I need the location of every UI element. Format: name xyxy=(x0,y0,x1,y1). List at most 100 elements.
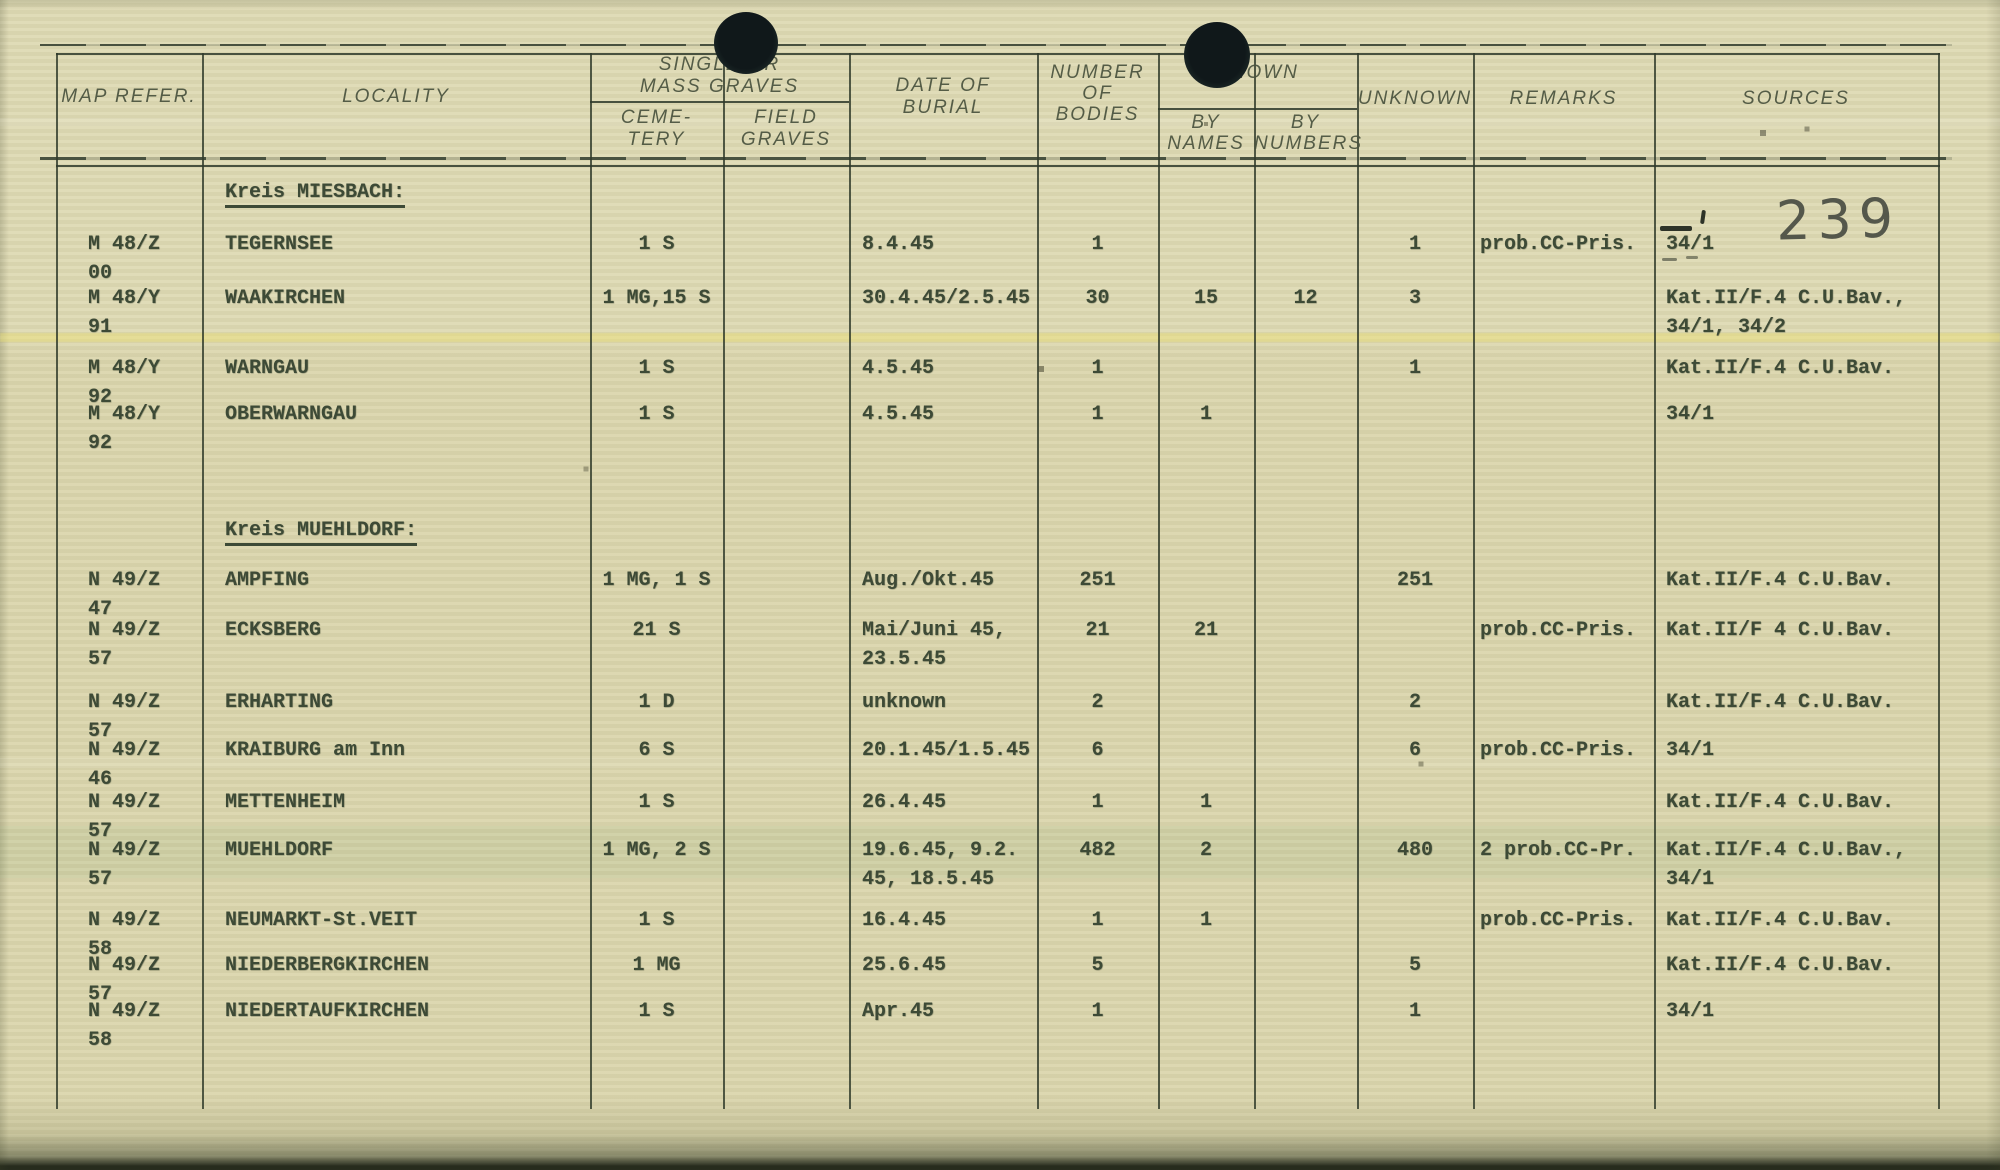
table-row: M 48/Y 92 WARNGAU 1 S 4.5.45 1 1 Kat.II/F.4 C.… xyxy=(0,354,2000,409)
cell-locality: ECKSBERG xyxy=(225,619,322,642)
cell-by-names: 15 xyxy=(1193,287,1218,310)
cell-cemetery: 6 S xyxy=(638,739,675,762)
cell-by-names: 1 xyxy=(1199,791,1212,814)
cell-locality: NIEDERBERGKIRCHEN xyxy=(225,954,430,977)
cell-date: 20.1.45/1.5.45 xyxy=(862,739,1031,762)
cell-map-ref: N 49/Z 46 xyxy=(88,739,161,791)
cell-remarks: prob.CC-Pris. xyxy=(1480,619,1637,642)
cell-map-ref: N 49/Z 57 xyxy=(88,791,161,843)
header-by-numbers: BY NUMBERS xyxy=(1254,112,1364,154)
cell-cemetery: 1 S xyxy=(638,791,675,814)
cell-bodies: 251 xyxy=(1079,569,1116,592)
cell-map-ref: N 49/Z 57 xyxy=(88,839,161,891)
cell-unknown: 6 xyxy=(1408,739,1421,762)
cell-locality: OBERWARNGAU xyxy=(225,403,358,426)
table-row: M 48/Y 92 OBERWARNGAU 1 S 4.5.45 1 1 34/1 xyxy=(0,400,2000,455)
header-unknown: UNKNOWN xyxy=(1357,88,1473,109)
cell-map-ref: N 49/Z 58 xyxy=(88,1000,161,1052)
pencil-mark xyxy=(1686,256,1698,259)
cell-bodies: 6 xyxy=(1091,739,1104,762)
table-row: N 49/Z 46 KRAIBURG am Inn 6 S 20.1.45/1.5.4… xyxy=(0,736,2000,791)
section-title-text: Kreis MUEHLDORF: xyxy=(225,519,418,546)
header-sources: SOURCES xyxy=(1742,88,1850,109)
table-row: N 49/Z 47 AMPFING 1 MG, 1 S Aug./Okt.45 251 2… xyxy=(0,566,2000,621)
cell-bodies: 1 xyxy=(1091,791,1104,814)
cell-sources: Kat.II/F.4 C.U.Bav., 34/1 xyxy=(1666,839,1907,891)
cell-locality: NEUMARKT-St.VEIT xyxy=(225,909,418,932)
table-vertical-line xyxy=(1938,53,1940,1109)
cell-sources: Kat.II/F.4 C.U.Bav. xyxy=(1666,569,1895,592)
section-title: Kreis MUEHLDORF: xyxy=(225,516,418,546)
table-row: N 49/Z 57 ECKSBERG 21 S Mai/Juni 45, 23.5.4… xyxy=(0,616,2000,671)
cell-cemetery: 1 MG xyxy=(632,954,681,977)
cell-map-ref: M 48/Y 92 xyxy=(88,403,161,455)
page-number: 239 xyxy=(1775,186,1901,253)
cell-unknown: 5 xyxy=(1408,954,1421,977)
cell-map-ref: N 49/Z 57 xyxy=(88,954,161,1006)
cell-bodies: 2 xyxy=(1091,691,1104,714)
cell-date: 26.4.45 xyxy=(862,791,947,814)
pencil-mark xyxy=(1662,258,1677,261)
cell-by-names: 1 xyxy=(1199,909,1212,932)
cell-date: Apr.45 xyxy=(862,1000,935,1023)
cell-remarks: prob.CC-Pris. xyxy=(1480,233,1637,256)
cell-cemetery: 1 S xyxy=(638,403,675,426)
cell-cemetery: 1 S xyxy=(638,909,675,932)
table-row: N 49/Z 58 NEUMARKT-St.VEIT 1 S 16.4.45 1 1 pro… xyxy=(0,906,2000,961)
cell-remarks: prob.CC-Pris. xyxy=(1480,739,1637,762)
table-row: N 49/Z 57 ERHARTING 1 D unknown 2 2 Kat.II/F.4… xyxy=(0,688,2000,743)
table-vertical-line xyxy=(1654,53,1656,1109)
cell-unknown: 251 xyxy=(1396,569,1433,592)
header-map-refer: MAP REFER. xyxy=(61,86,197,107)
section-title: Kreis MIESBACH: xyxy=(225,178,406,208)
header-by-names: BY NAMES xyxy=(1167,112,1245,154)
table-vertical-line xyxy=(1473,53,1475,1109)
table-horizontal-line xyxy=(40,44,1952,46)
table-row: N 49/Z 57 METTENHEIM 1 S 26.4.45 1 1 Kat.II/F.… xyxy=(0,788,2000,843)
scan-light-band xyxy=(0,118,2000,126)
cell-map-ref: N 49/Z 57 xyxy=(88,691,161,743)
cell-date: 30.4.45/2.5.45 xyxy=(862,287,1031,310)
cell-cemetery: 1 S xyxy=(638,1000,675,1023)
cell-date: 19.6.45, 9.2. 45, 18.5.45 xyxy=(862,839,1019,891)
header-number-of-bodies: NUMBER OF BODIES xyxy=(1050,62,1145,125)
hole-punch xyxy=(1184,22,1250,88)
table-vertical-line xyxy=(849,53,851,1109)
cell-locality: AMPFING xyxy=(225,569,310,592)
cell-locality: NIEDERTAUFKIRCHEN xyxy=(225,1000,430,1023)
cell-sources: Kat.II/F.4 C.U.Bav. xyxy=(1666,691,1895,714)
cell-map-ref: N 49/Z 47 xyxy=(88,569,161,621)
cell-cemetery: 1 MG, 2 S xyxy=(602,839,711,862)
pencil-mark xyxy=(1700,209,1706,225)
pencil-mark xyxy=(1660,226,1692,231)
table-horizontal-line xyxy=(1158,108,1357,110)
table-vertical-line xyxy=(590,53,592,1109)
table-row: N 49/Z 57 NIEDERBERGKIRCHEN 1 MG 25.6.45 5 5 K… xyxy=(0,951,2000,1006)
header-field-graves: FIELD GRAVES xyxy=(740,107,832,150)
cell-sources: Kat.II/F.4 C.U.Bav. xyxy=(1666,909,1895,932)
cell-by-names: 1 xyxy=(1199,403,1212,426)
cell-locality: WARNGAU xyxy=(225,357,310,380)
cell-locality: METTENHEIM xyxy=(225,791,346,814)
cell-cemetery: 1 MG,15 S xyxy=(602,287,711,310)
dust-specks xyxy=(0,0,2,2)
cell-cemetery: 1 D xyxy=(638,691,675,714)
table-row: N 49/Z 57 MUEHLDORF 1 MG, 2 S 19.6.45, 9.2.… xyxy=(0,836,2000,891)
cell-sources: 34/1 xyxy=(1666,403,1715,426)
table-vertical-line xyxy=(56,53,58,1109)
cell-bodies: 1 xyxy=(1091,357,1104,380)
header-date-of-burial: DATE OF BURIAL xyxy=(895,75,991,118)
cell-bodies: 5 xyxy=(1091,954,1104,977)
cell-unknown: 2 xyxy=(1408,691,1421,714)
table-row: N 49/Z 58 NIEDERTAUFKIRCHEN 1 S Apr.45 1 1 34/… xyxy=(0,997,2000,1052)
table-row: M 48/Z 00 TEGERNSEE 1 S 8.4.45 1 1 prob.CC-Pri… xyxy=(0,230,2000,285)
cell-bodies: 1 xyxy=(1091,1000,1104,1023)
cell-date: Aug./Okt.45 xyxy=(862,569,995,592)
cell-remarks: prob.CC-Pris. xyxy=(1480,909,1637,932)
cell-bodies: 1 xyxy=(1091,403,1104,426)
cell-unknown: 1 xyxy=(1408,357,1421,380)
cell-date: unknown xyxy=(862,691,947,714)
cell-sources: 34/1 xyxy=(1666,1000,1715,1023)
cell-sources: Kat.II/F.4 C.U.Bav., 34/1, 34/2 xyxy=(1666,287,1907,339)
cell-by-names: 2 xyxy=(1199,839,1212,862)
